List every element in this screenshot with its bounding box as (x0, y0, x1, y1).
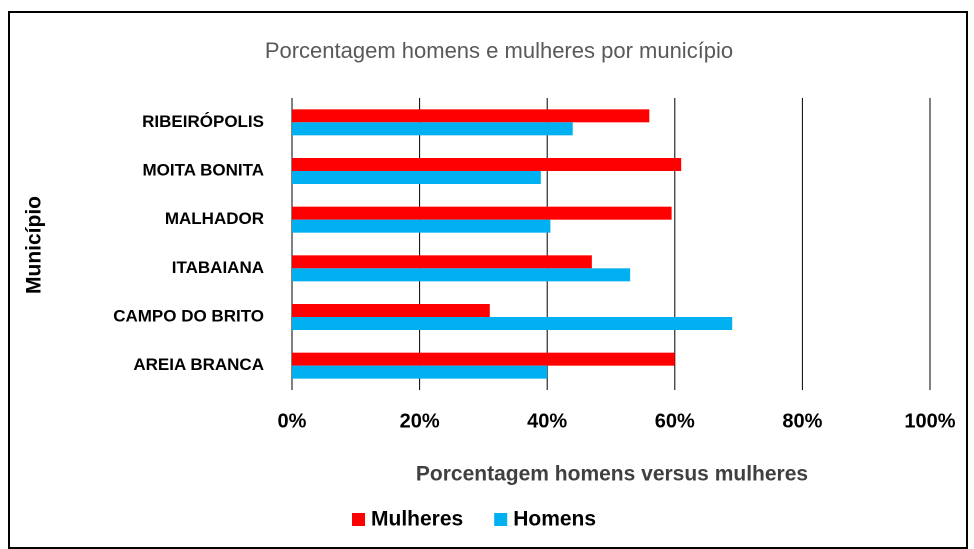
legend-label: Mulheres (371, 508, 463, 531)
y-tick-label: ITABAIANA (172, 258, 264, 277)
bar (292, 171, 541, 184)
chart-title: Porcentagem homens e mulheres por municí… (265, 38, 733, 63)
y-tick-label: AREIA BRANCA (133, 355, 264, 374)
bar (292, 255, 592, 269)
y-tick-label: CAMPO DO BRITO (113, 306, 264, 325)
bar (292, 304, 490, 317)
legend-label: Homens (513, 508, 596, 531)
x-tick-label: 60% (655, 410, 695, 432)
x-tick-label: 100% (904, 410, 955, 432)
x-tick-label: 0% (278, 410, 307, 432)
x-tick-label: 80% (782, 410, 822, 432)
bar (292, 365, 548, 379)
bar (292, 158, 682, 171)
bar (292, 219, 551, 233)
y-axis-title: Município (23, 196, 46, 294)
bar (292, 109, 650, 123)
bar (292, 268, 631, 282)
x-axis-title: Porcentagem homens versus mulheres (416, 463, 808, 486)
y-tick-label: RIBEIRÓPOLIS (142, 112, 264, 131)
bar (292, 206, 672, 220)
x-tick-label: 40% (527, 410, 567, 432)
bar (292, 352, 675, 366)
y-tick-label: MALHADOR (165, 209, 264, 228)
bar (292, 317, 733, 330)
legend-swatch (494, 513, 508, 526)
y-tick-label: MOITA BONITA (143, 160, 265, 179)
x-tick-label: 20% (400, 410, 440, 432)
bar (292, 122, 573, 136)
legend-swatch (352, 513, 365, 526)
